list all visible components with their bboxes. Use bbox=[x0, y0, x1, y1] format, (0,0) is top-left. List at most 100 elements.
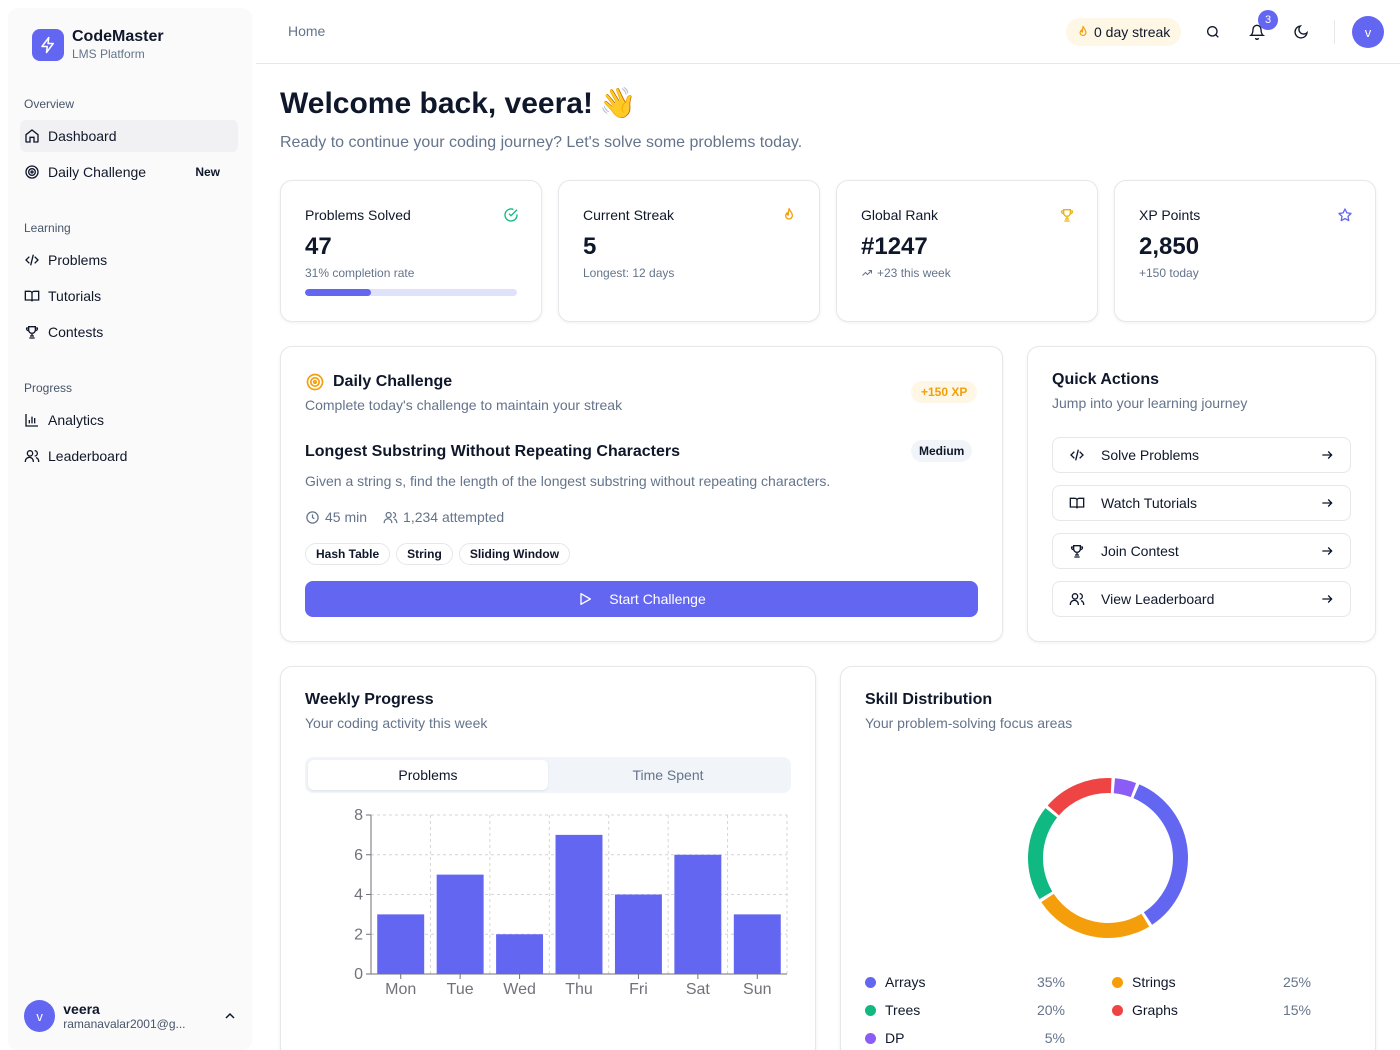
stat-note: +150 today bbox=[1139, 266, 1199, 280]
attempt-count: 1,234 attempted bbox=[383, 509, 504, 525]
view-leaderboard-button[interactable]: View Leaderboard bbox=[1052, 581, 1351, 617]
moon-icon[interactable] bbox=[1289, 20, 1313, 44]
weekly-bar-chart: 0 2 4 6 8 Mon Tue Wed Thu Fri Sat Sun bbox=[354, 807, 788, 998]
home-icon bbox=[24, 128, 40, 144]
legend-item: DP bbox=[865, 1030, 904, 1046]
sidebar-item-label: Dashboard bbox=[48, 128, 117, 144]
book-icon bbox=[1069, 495, 1085, 511]
arrow-right-icon bbox=[1320, 448, 1334, 465]
donut-slice[interactable] bbox=[1047, 778, 1112, 816]
nav-group-progress: Progress bbox=[24, 381, 73, 395]
donut-slice[interactable] bbox=[1113, 778, 1137, 798]
sidebar-item-analytics[interactable]: Analytics bbox=[20, 404, 238, 436]
action-label: Join Contest bbox=[1101, 543, 1179, 559]
trophy-icon bbox=[24, 324, 40, 340]
problem-meta: 45 min 1,234 attempted bbox=[305, 509, 504, 525]
sidebar-item-daily-challenge[interactable]: Daily Challenge New bbox=[20, 156, 238, 188]
play-icon bbox=[577, 591, 593, 607]
card-subtitle: Your coding activity this week bbox=[305, 715, 488, 731]
stat-note: 31% completion rate bbox=[305, 266, 415, 280]
header-avatar[interactable]: v bbox=[1352, 16, 1384, 48]
page-title: Welcome back, veera! 👋 bbox=[280, 86, 636, 121]
star-icon bbox=[1337, 207, 1353, 223]
users-icon bbox=[24, 448, 40, 464]
top-header: Home 0 day streak 3 v bbox=[256, 0, 1400, 64]
join-contest-button[interactable]: Join Contest bbox=[1052, 533, 1351, 569]
legend-label: Strings bbox=[1132, 974, 1176, 990]
search-icon[interactable] bbox=[1201, 20, 1225, 44]
donut-slice[interactable] bbox=[1041, 893, 1150, 938]
bell-icon[interactable] bbox=[1245, 20, 1269, 44]
bar[interactable] bbox=[674, 854, 722, 974]
breadcrumb[interactable]: Home bbox=[288, 23, 326, 39]
stat-label: Global Rank bbox=[861, 207, 939, 223]
stat-note-text: +23 this week bbox=[877, 266, 951, 280]
legend-label: Arrays bbox=[885, 974, 926, 990]
donut-slice[interactable] bbox=[1028, 808, 1058, 900]
new-badge: New bbox=[195, 165, 220, 179]
solve-problems-button[interactable]: Solve Problems bbox=[1052, 437, 1351, 473]
tag[interactable]: String bbox=[396, 543, 453, 565]
weekly-progress-card: Weekly Progress Your coding activity thi… bbox=[280, 666, 816, 1050]
user-menu[interactable]: v veera ramanavalar2001@g... bbox=[24, 994, 238, 1038]
sidebar-item-contests[interactable]: Contests bbox=[20, 316, 238, 348]
tab-problems[interactable]: Problems bbox=[308, 760, 548, 790]
tab-time-spent[interactable]: Time Spent bbox=[632, 767, 704, 783]
problem-description: Given a string s, find the length of the… bbox=[305, 473, 831, 489]
tag[interactable]: Sliding Window bbox=[458, 543, 571, 565]
x-tick-label: Fri bbox=[629, 981, 648, 998]
y-tick-label: 6 bbox=[354, 847, 363, 864]
card-subtitle: Complete today's challenge to maintain y… bbox=[305, 397, 623, 413]
stat-label: Current Streak bbox=[583, 207, 675, 223]
tag[interactable]: Hash Table bbox=[305, 543, 391, 565]
brand[interactable]: CodeMaster LMS Platform bbox=[32, 28, 164, 62]
bar[interactable] bbox=[496, 934, 544, 974]
arrow-right-icon bbox=[1320, 496, 1334, 513]
card-title: Daily Challenge bbox=[333, 373, 453, 390]
completion-progress-bar bbox=[305, 289, 517, 296]
y-tick-label: 0 bbox=[354, 966, 363, 983]
sidebar-item-dashboard[interactable]: Dashboard bbox=[20, 120, 238, 152]
skill-donut-chart bbox=[1028, 778, 1188, 938]
attempted-label: 1,234 attempted bbox=[403, 509, 505, 525]
start-challenge-button[interactable]: Start Challenge bbox=[305, 581, 978, 617]
code-icon bbox=[1069, 447, 1085, 463]
waving-hand-icon: 👋 bbox=[598, 87, 637, 120]
bar[interactable] bbox=[436, 874, 484, 974]
difficulty-badge: Medium bbox=[911, 440, 973, 462]
sidebar-item-leaderboard[interactable]: Leaderboard bbox=[20, 440, 238, 472]
progress-fill bbox=[305, 289, 371, 296]
legend-item: Strings bbox=[1112, 974, 1176, 990]
bar[interactable] bbox=[614, 894, 662, 975]
flame-icon bbox=[1076, 25, 1090, 39]
sidebar-item-problems[interactable]: Problems bbox=[20, 244, 238, 276]
bar[interactable] bbox=[733, 914, 781, 974]
sidebar-item-tutorials[interactable]: Tutorials bbox=[20, 280, 238, 312]
stat-card-global-rank: Global Rank #1247 +23 this week bbox=[836, 180, 1098, 322]
skill-distribution-card: Skill Distribution Your problem-solving … bbox=[840, 666, 1376, 1050]
donut-slice[interactable] bbox=[1133, 784, 1188, 925]
notification-count: 3 bbox=[1258, 10, 1278, 30]
daily-challenge-header: Daily Challenge bbox=[305, 372, 452, 392]
lightning-icon bbox=[32, 29, 64, 61]
brand-subtitle: LMS Platform bbox=[72, 47, 145, 61]
bar[interactable] bbox=[377, 914, 425, 974]
legend-dot bbox=[865, 1004, 876, 1016]
stat-note: Longest: 12 days bbox=[583, 266, 675, 280]
legend-item: Arrays bbox=[865, 974, 925, 990]
legend-label: DP bbox=[885, 1030, 905, 1046]
users-icon bbox=[1069, 591, 1085, 607]
problem-title[interactable]: Longest Substring Without Repeating Char… bbox=[305, 443, 680, 460]
book-icon bbox=[24, 288, 40, 304]
card-subtitle: Jump into your learning journey bbox=[1052, 395, 1248, 411]
nav-group-overview: Overview bbox=[24, 97, 75, 111]
sidebar-item-label: Tutorials bbox=[48, 288, 102, 304]
stat-label: Problems Solved bbox=[305, 207, 411, 223]
brand-title: CodeMaster bbox=[72, 28, 164, 45]
streak-pill[interactable]: 0 day streak bbox=[1066, 18, 1182, 46]
watch-tutorials-button[interactable]: Watch Tutorials bbox=[1052, 485, 1351, 521]
legend-label: Graphs bbox=[1132, 1002, 1178, 1018]
bar[interactable] bbox=[555, 834, 603, 974]
chevron-up-icon[interactable] bbox=[222, 1008, 238, 1024]
card-title: Skill Distribution bbox=[865, 691, 993, 708]
